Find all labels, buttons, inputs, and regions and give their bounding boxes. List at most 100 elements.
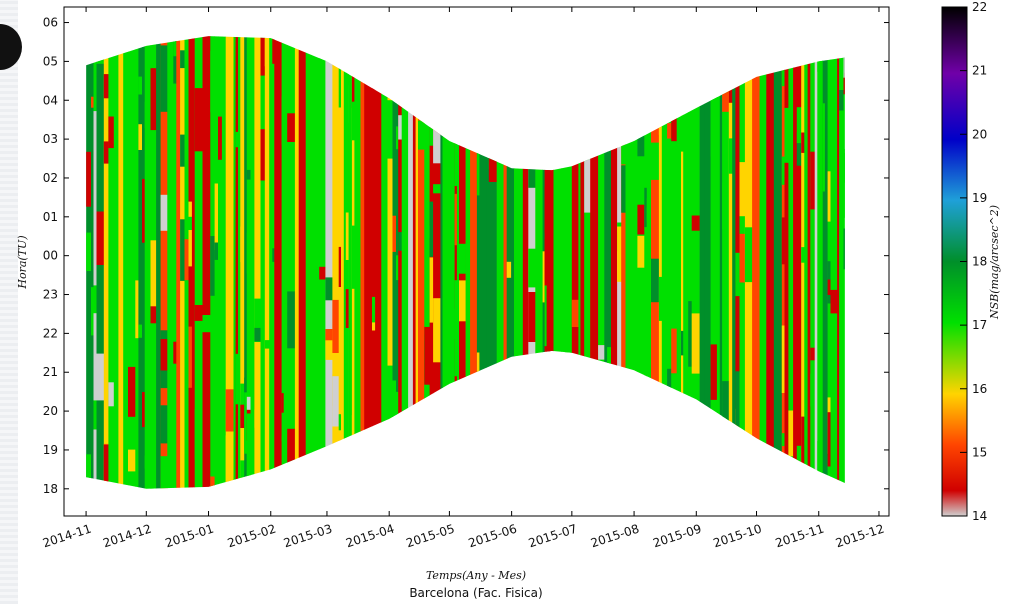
nsb-speckle (345, 122, 349, 188)
nsb-speckle (644, 187, 648, 228)
nsb-speckle (150, 240, 157, 307)
nsb-speckle (254, 298, 261, 342)
nsb-speckle (210, 236, 215, 296)
nsb-stripe (517, 36, 524, 489)
nsb-speckle (637, 235, 645, 268)
nsb-speckle (188, 201, 193, 267)
nsb-speckle (839, 90, 844, 111)
x-tick-label: 2015-02 (226, 522, 278, 551)
nsb-stripe (488, 36, 498, 489)
nsb-stripe (710, 36, 718, 489)
nsb-speckle (214, 183, 219, 251)
nsb-stripe (173, 36, 177, 489)
nsb-stripe (160, 36, 168, 489)
nsb-speckle (218, 255, 223, 291)
nsb-speckle (188, 326, 193, 388)
nsb-stripe (514, 36, 519, 489)
nsb-speckle (781, 217, 785, 265)
nsb-speckle (598, 345, 605, 360)
nsb-speckle (103, 74, 109, 99)
nsb-speckle (311, 199, 320, 217)
nsb-speckle (246, 396, 251, 410)
colorbar-tick-label: 19 (972, 191, 987, 205)
nsb-speckle (739, 233, 746, 283)
nsb-speckle (194, 88, 203, 152)
nsb-speckle (351, 101, 355, 141)
nsb-speckle (173, 36, 177, 84)
colorbar-tick-label: 18 (972, 255, 987, 269)
y-tick-label: 22 (43, 326, 58, 340)
nsb-speckle (637, 509, 644, 565)
nsb-stripe (728, 36, 733, 489)
nsb-speckle (822, 140, 826, 192)
nsb-speckle (827, 171, 831, 222)
nsb-stripe (176, 36, 181, 489)
nsb-speckle (180, 50, 185, 69)
nsb-speckle (372, 78, 376, 105)
nsb-speckle (571, 299, 579, 327)
nsb-speckle (759, 277, 767, 342)
nsb-speckle (142, 392, 146, 428)
y-tick-label: 20 (43, 404, 58, 418)
nsb-speckle (103, 444, 109, 489)
nsb-stripe (250, 36, 255, 489)
nsb-speckle (822, 103, 826, 142)
y-tick-label: 05 (43, 54, 58, 68)
nsb-speckle (646, 207, 652, 250)
nsb-speckle (396, 126, 399, 150)
nsb-stripe (817, 36, 824, 489)
nsb-speckle (387, 365, 393, 406)
nsb-speckle (173, 341, 177, 364)
nsb-speckle (544, 186, 548, 233)
nsb-speckle (830, 263, 838, 290)
nsb-speckle (345, 66, 349, 86)
nsb-speckle (260, 36, 266, 76)
nsb-speckle (429, 201, 434, 257)
y-tick-label: 00 (43, 249, 58, 263)
nsb-speckle (621, 165, 626, 213)
nsb-stripe (814, 36, 818, 489)
nsb-stripe (364, 36, 373, 489)
nsb-speckle (319, 266, 326, 280)
nsb-stripe (144, 36, 151, 489)
nsb-stripe (470, 36, 478, 489)
nsb-speckle (86, 151, 92, 207)
nsb-stripe (298, 36, 307, 489)
nsb-stripe (113, 36, 119, 489)
nsb-stripe (810, 36, 815, 489)
nsb-speckle (345, 212, 349, 260)
nsb-speckle (332, 376, 340, 427)
nsb-stripe (135, 36, 139, 489)
colorbar-tick-label: 15 (972, 445, 987, 459)
nsb-speckle (103, 141, 109, 164)
nsb-speckle (722, 182, 730, 229)
nsb-stripe (607, 36, 612, 489)
nsb-speckle (135, 280, 139, 339)
nsb-speckle (246, 169, 251, 180)
nsb-speckle (91, 287, 94, 336)
nsb-speckle (392, 215, 397, 252)
nsb-speckle (254, 409, 261, 428)
nsb-speckle (781, 156, 785, 185)
nsb-speckle (691, 313, 700, 374)
nsb-stripe (683, 36, 689, 489)
nsb-speckle (246, 413, 251, 478)
nsb-speckle (281, 96, 285, 145)
nsb-stripe (788, 36, 794, 489)
nsb-speckle (459, 280, 466, 322)
nsb-speckle (810, 151, 815, 210)
nsb-stripe (167, 36, 174, 489)
nsb-speckle (830, 82, 838, 146)
nsb-stripe (442, 36, 449, 489)
y-axis: 06 05 04 03 02 01 00 23 22 21 20 19 18 (43, 16, 889, 496)
nsb-speckle (264, 36, 270, 67)
nsb-speckle (827, 412, 831, 467)
nsb-speckle (796, 107, 802, 144)
nsb-speckle (194, 305, 203, 321)
nsb-stripe (667, 36, 672, 489)
colorbar-tick-label: 20 (972, 127, 987, 141)
nsb-speckle (735, 252, 740, 297)
x-tick-label: 2015-03 (282, 522, 334, 551)
nsb-speckle (398, 232, 403, 251)
nsb-speckle (225, 389, 234, 432)
